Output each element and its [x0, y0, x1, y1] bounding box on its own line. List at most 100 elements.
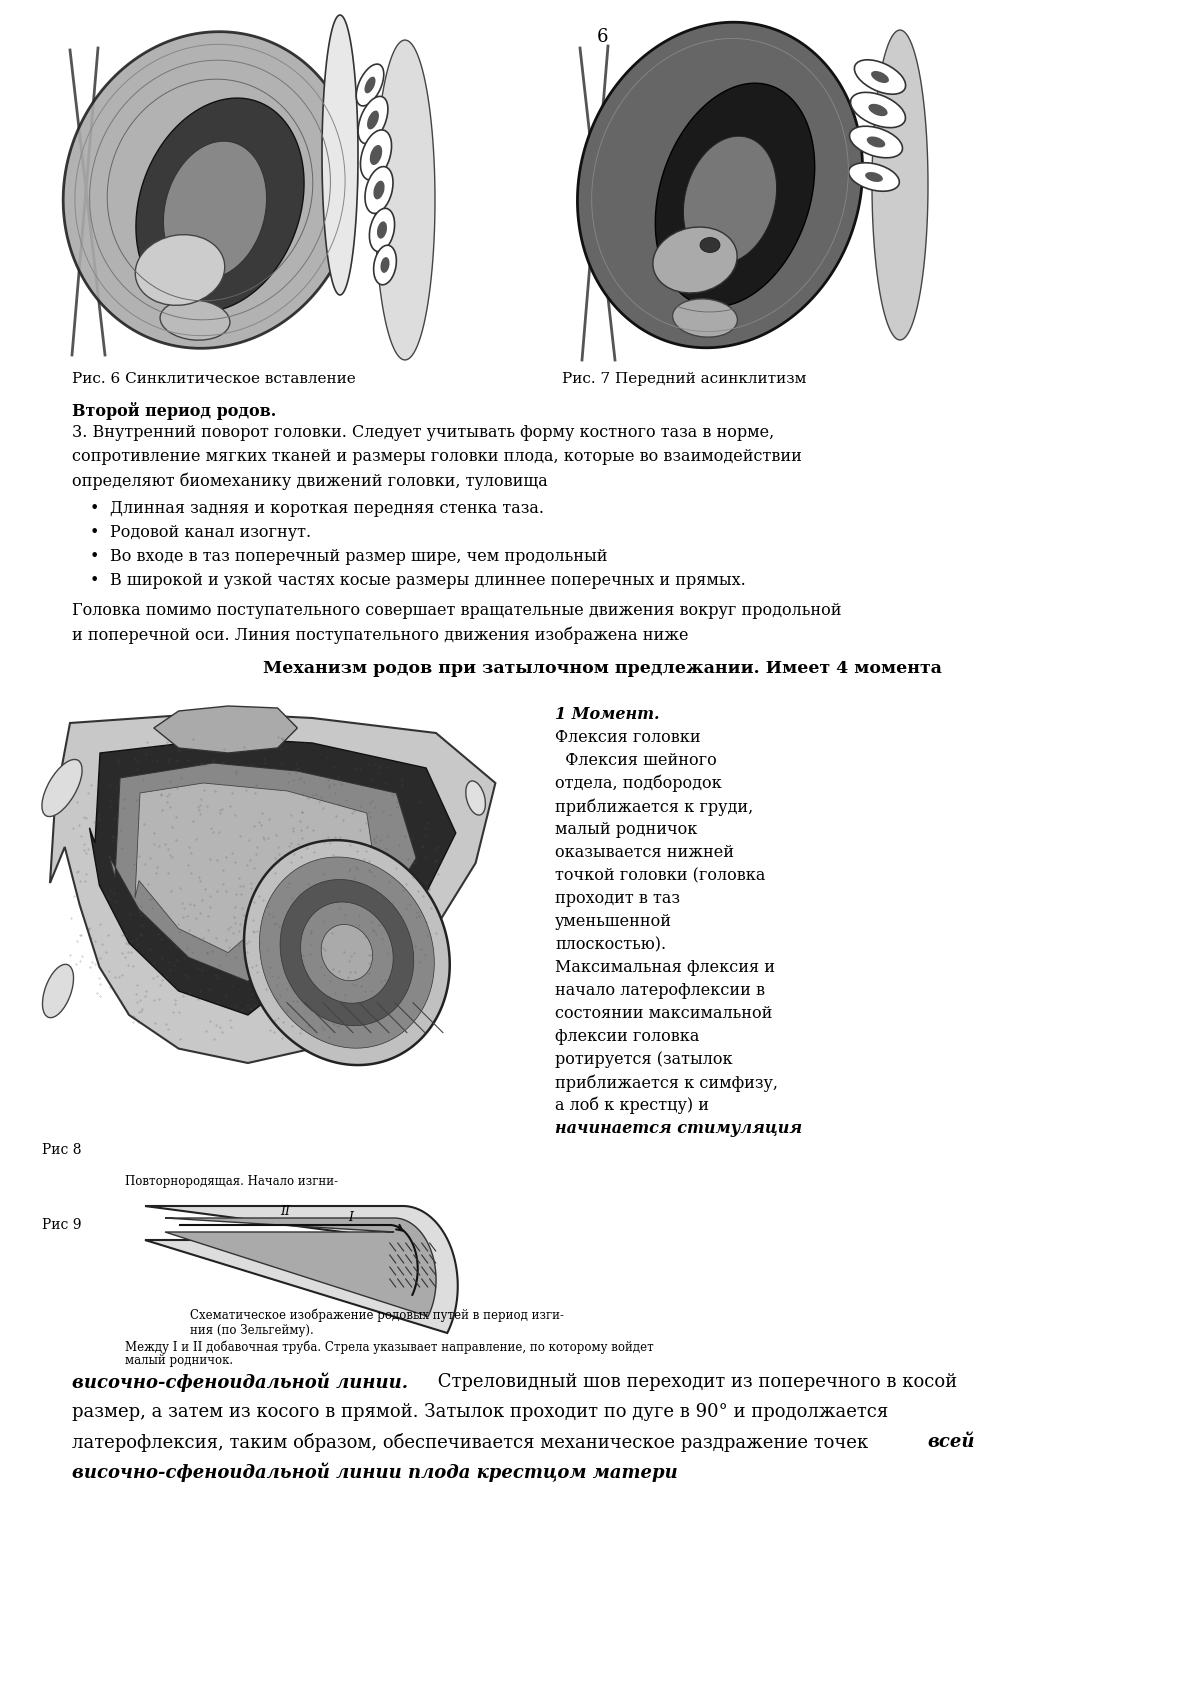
Text: Стреловидный шов переходит из поперечного в косой: Стреловидный шов переходит из поперечног…: [432, 1373, 957, 1392]
Text: височно-сфеноидальной линии.: височно-сфеноидальной линии.: [72, 1373, 408, 1393]
Text: Второй период родов.: Второй период родов.: [72, 402, 276, 419]
Polygon shape: [63, 32, 356, 348]
Ellipse shape: [356, 64, 384, 105]
Text: Схематическое изображение родовых путей в период изги-: Схематическое изображение родовых путей …: [190, 1308, 563, 1322]
Text: проходит в таз: проходит в таз: [555, 889, 680, 906]
Text: определяют биомеханику движений головки, туловища: определяют биомеханику движений головки,…: [72, 472, 548, 489]
Text: а лоб к крестцу) и: а лоб к крестцу) и: [555, 1096, 709, 1115]
Text: Между I и II добавочная труба. Стрела указывает направление, по которому войдет: Между I и II добавочная труба. Стрела ук…: [125, 1341, 654, 1354]
Polygon shape: [321, 925, 372, 981]
Polygon shape: [578, 22, 862, 348]
Text: флексии головка: флексии головка: [555, 1028, 700, 1045]
Polygon shape: [51, 713, 495, 1062]
Text: всей: всей: [927, 1432, 974, 1451]
Text: Флексия шейного: Флексия шейного: [555, 752, 716, 769]
Ellipse shape: [870, 71, 889, 83]
Text: малый родничок.: малый родничок.: [125, 1354, 234, 1368]
Ellipse shape: [673, 299, 737, 338]
Text: плоскостью).: плоскостью).: [555, 937, 666, 954]
Polygon shape: [135, 782, 377, 959]
Polygon shape: [154, 706, 297, 753]
Ellipse shape: [377, 221, 386, 239]
Text: В широкой и узкой частях косые размеры длиннее поперечных и прямых.: В широкой и узкой частях косые размеры д…: [110, 572, 745, 589]
Text: приближается к груди,: приближается к груди,: [555, 798, 754, 816]
Text: 3. Внутренний поворот головки. Следует учитывать форму костного таза в норме,: 3. Внутренний поворот головки. Следует у…: [72, 424, 774, 441]
Ellipse shape: [850, 126, 903, 158]
Polygon shape: [244, 840, 450, 1066]
Text: Максимальная флексия и: Максимальная флексия и: [555, 959, 775, 976]
Text: ротируется (затылок: ротируется (затылок: [555, 1050, 732, 1067]
Polygon shape: [655, 83, 815, 307]
Text: Повторнородящая. Начало изгни-: Повторнородящая. Начало изгни-: [125, 1174, 338, 1188]
Ellipse shape: [358, 97, 388, 144]
Text: Во входе в таз поперечный размер шире, чем продольный: Во входе в таз поперечный размер шире, ч…: [110, 548, 608, 565]
Text: Механизм родов при затылочном предлежании. Имеет 4 момента: Механизм родов при затылочном предлежани…: [262, 660, 942, 677]
Ellipse shape: [365, 166, 393, 214]
Ellipse shape: [700, 238, 720, 253]
Polygon shape: [164, 141, 266, 278]
Text: начинается стимуляция: начинается стимуляция: [555, 1120, 802, 1137]
Polygon shape: [301, 903, 394, 1003]
Text: II: II: [281, 1205, 290, 1218]
Polygon shape: [321, 15, 358, 295]
Ellipse shape: [868, 104, 887, 115]
Text: начало латерофлексии в: начало латерофлексии в: [555, 983, 765, 1000]
Ellipse shape: [135, 234, 225, 305]
Polygon shape: [165, 1218, 436, 1317]
Ellipse shape: [367, 110, 379, 129]
Polygon shape: [144, 1207, 458, 1334]
Ellipse shape: [466, 781, 485, 815]
Text: •: •: [90, 572, 100, 589]
Text: и поперечной оси. Линия поступательного движения изображена ниже: и поперечной оси. Линия поступательного …: [72, 626, 689, 643]
Text: Головка помимо поступательного совершает вращательные движения вокруг продольной: Головка помимо поступательного совершает…: [72, 602, 842, 619]
Text: I: I: [348, 1212, 353, 1224]
Text: Флексия головки: Флексия головки: [555, 730, 701, 747]
Text: •: •: [90, 524, 100, 541]
Text: размер, а затем из косого в прямой. Затылок проходит по дуге в 90° и продолжаетс: размер, а затем из косого в прямой. Заты…: [72, 1403, 889, 1420]
Ellipse shape: [42, 964, 73, 1018]
Polygon shape: [281, 879, 414, 1025]
Ellipse shape: [370, 144, 382, 165]
Text: оказывается нижней: оказывается нижней: [555, 843, 734, 860]
Text: приближается к симфизу,: приближается к симфизу,: [555, 1074, 778, 1091]
Ellipse shape: [42, 760, 82, 816]
Polygon shape: [260, 857, 435, 1049]
Ellipse shape: [850, 92, 905, 127]
Ellipse shape: [849, 163, 899, 192]
Text: •: •: [90, 501, 100, 518]
Polygon shape: [374, 41, 435, 360]
Text: уменьшенной: уменьшенной: [555, 913, 672, 930]
Ellipse shape: [855, 59, 905, 95]
Ellipse shape: [867, 136, 885, 148]
Ellipse shape: [653, 227, 737, 294]
Text: ния (по Зельгейму).: ния (по Зельгейму).: [190, 1324, 314, 1337]
Text: Рис. 6 Синклитическое вставление: Рис. 6 Синклитическое вставление: [72, 372, 355, 385]
Text: латерофлексия, таким образом, обеспечивается механическое раздражение точек: латерофлексия, таким образом, обеспечива…: [72, 1432, 874, 1453]
Text: височно-сфеноидальной линии плода крестцом матери: височно-сфеноидальной линии плода крестц…: [72, 1463, 678, 1483]
Ellipse shape: [370, 209, 395, 251]
Ellipse shape: [365, 76, 376, 93]
Ellipse shape: [373, 180, 384, 199]
Text: •: •: [90, 548, 100, 565]
Polygon shape: [872, 31, 928, 339]
Polygon shape: [684, 136, 777, 263]
Text: сопротивление мягких тканей и размеры головки плода, которые во взаимодействии: сопротивление мягких тканей и размеры го…: [72, 448, 802, 465]
Text: 1 Момент.: 1 Момент.: [555, 706, 660, 723]
Text: Рис 8: Рис 8: [42, 1144, 82, 1157]
Text: отдела, подбородок: отдела, подбородок: [555, 776, 721, 792]
Polygon shape: [136, 98, 305, 312]
Ellipse shape: [380, 256, 390, 273]
Polygon shape: [89, 738, 456, 1015]
Ellipse shape: [866, 171, 883, 182]
Text: Родовой канал изогнут.: Родовой канал изогнут.: [110, 524, 311, 541]
Text: точкой головки (головка: точкой головки (головка: [555, 867, 766, 884]
Ellipse shape: [360, 131, 391, 180]
Text: Длинная задняя и короткая передняя стенка таза.: Длинная задняя и короткая передняя стенк…: [110, 501, 544, 518]
Ellipse shape: [373, 244, 396, 285]
Text: Рис 9: Рис 9: [42, 1218, 82, 1232]
Text: Рис. 7 Передний асинклитизм: Рис. 7 Передний асинклитизм: [562, 372, 807, 385]
Ellipse shape: [160, 300, 230, 339]
Polygon shape: [110, 764, 417, 981]
Text: малый родничок: малый родничок: [555, 821, 697, 838]
Text: состоянии максимальной: состоянии максимальной: [555, 1005, 773, 1022]
